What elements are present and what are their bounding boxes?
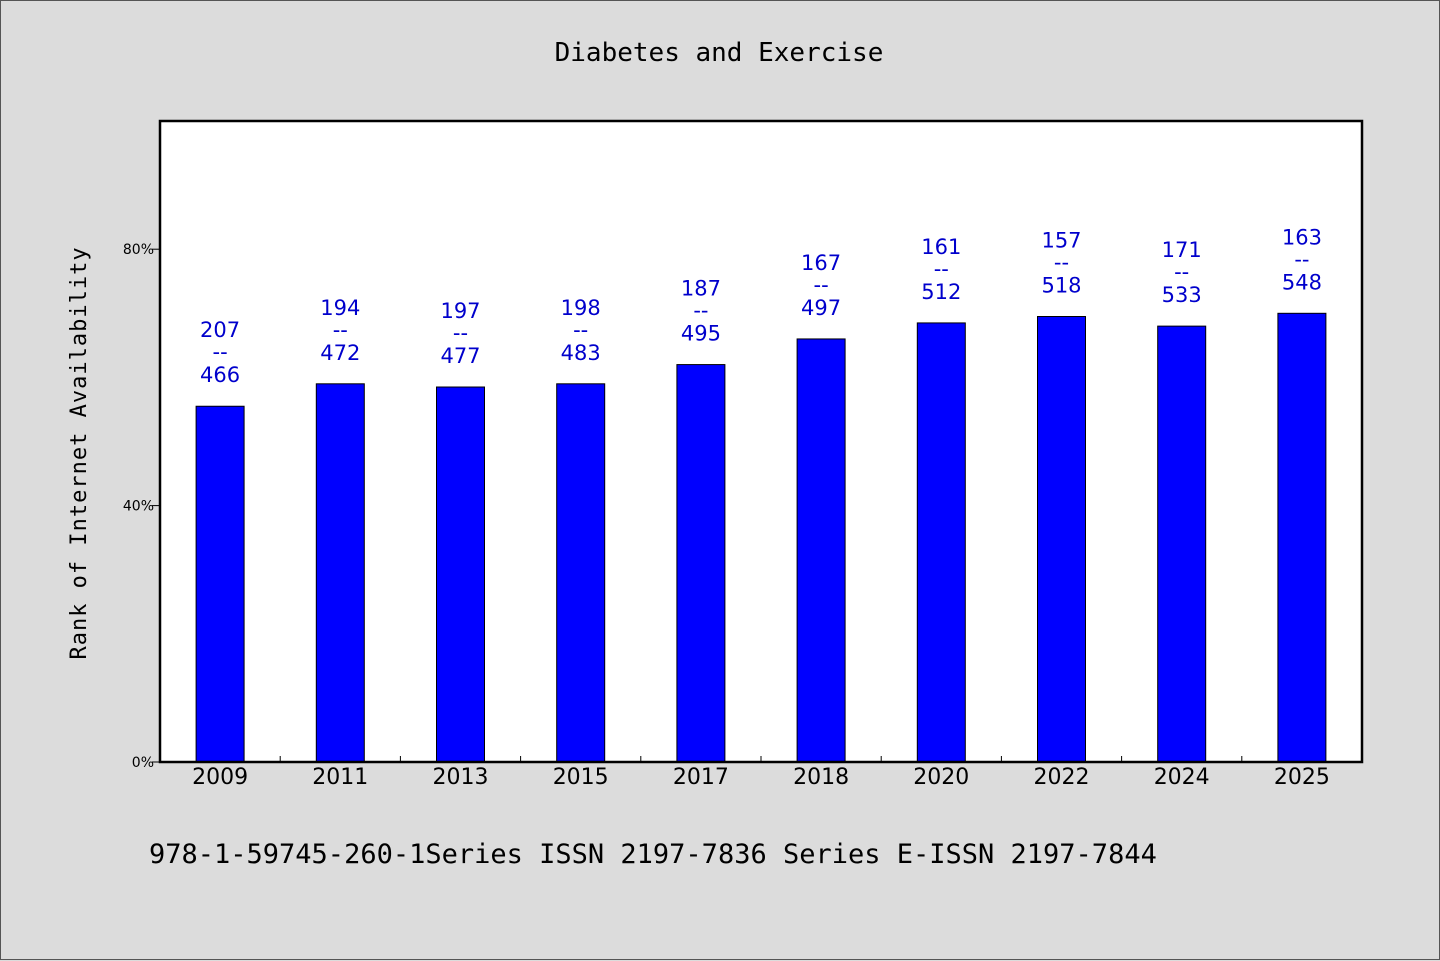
data-label-separator: -- bbox=[1294, 247, 1309, 271]
bar bbox=[1277, 312, 1327, 763]
data-label-bottom: 495 bbox=[681, 322, 721, 346]
data-label-bottom: 477 bbox=[440, 344, 480, 368]
data-label-top: 171 bbox=[1162, 238, 1202, 262]
data-label-separator: -- bbox=[693, 299, 708, 323]
data-label-separator: -- bbox=[453, 321, 468, 345]
data-label-top: 207 bbox=[200, 318, 240, 342]
data-label-bottom: 497 bbox=[801, 296, 841, 320]
x-tick-label: 2020 bbox=[913, 765, 969, 790]
data-label-bottom: 472 bbox=[320, 341, 360, 365]
data-label-top: 198 bbox=[561, 296, 601, 320]
x-tick-label: 2025 bbox=[1274, 765, 1330, 790]
x-tick-label: 2011 bbox=[312, 765, 368, 790]
data-label-top: 163 bbox=[1282, 225, 1322, 249]
data-label-separator: -- bbox=[573, 318, 588, 342]
bar bbox=[1037, 316, 1086, 763]
data-label-top: 194 bbox=[320, 296, 360, 320]
data-label-top: 187 bbox=[681, 277, 721, 301]
data-label-bottom: 548 bbox=[1282, 270, 1322, 294]
y-tick-label: 0% bbox=[132, 755, 154, 771]
data-label-separator: -- bbox=[1174, 260, 1189, 284]
x-tick-label: 2015 bbox=[553, 765, 609, 790]
x-tick-label: 2022 bbox=[1034, 765, 1090, 790]
data-label-bottom: 512 bbox=[921, 280, 961, 304]
data-label-separator: -- bbox=[934, 257, 949, 281]
chart-title: Diabetes and Exercise bbox=[555, 38, 884, 68]
bar bbox=[436, 386, 485, 763]
bar bbox=[676, 364, 726, 763]
x-tick-label: 2009 bbox=[192, 765, 248, 790]
data-label-separator: -- bbox=[333, 318, 348, 342]
x-tick-label: 2018 bbox=[793, 765, 849, 790]
bar bbox=[916, 322, 966, 763]
bar bbox=[195, 405, 245, 763]
data-label-separator: -- bbox=[213, 340, 228, 364]
data-label-top: 197 bbox=[440, 299, 480, 323]
plot-border bbox=[158, 119, 1364, 764]
x-tick-label: 2013 bbox=[433, 765, 489, 790]
data-label-bottom: 518 bbox=[1041, 274, 1081, 298]
data-label-bottom: 533 bbox=[1162, 283, 1202, 307]
y-axis-label: Rank of Internet Availability bbox=[67, 246, 92, 659]
bar bbox=[1157, 325, 1207, 763]
bar bbox=[556, 383, 606, 763]
data-label-separator: -- bbox=[1054, 251, 1069, 275]
data-label-top: 161 bbox=[921, 235, 961, 259]
y-tick-label: 40% bbox=[123, 499, 154, 515]
footer-note: 978-1-59745-260-1Series ISSN 2197-7836 S… bbox=[149, 839, 1157, 870]
x-tick-label: 2024 bbox=[1154, 765, 1210, 790]
chart-marks: 0%40%80%2009207--4662011194--4722013197-… bbox=[123, 225, 1330, 790]
data-label-separator: -- bbox=[814, 273, 829, 297]
bar bbox=[796, 338, 846, 763]
x-tick-label: 2017 bbox=[673, 765, 729, 790]
data-label-bottom: 483 bbox=[561, 341, 601, 365]
data-label-top: 167 bbox=[801, 251, 841, 275]
data-label-bottom: 466 bbox=[200, 363, 240, 387]
bar bbox=[315, 383, 365, 763]
data-label-top: 157 bbox=[1041, 229, 1081, 253]
y-tick-label: 80% bbox=[123, 242, 154, 258]
